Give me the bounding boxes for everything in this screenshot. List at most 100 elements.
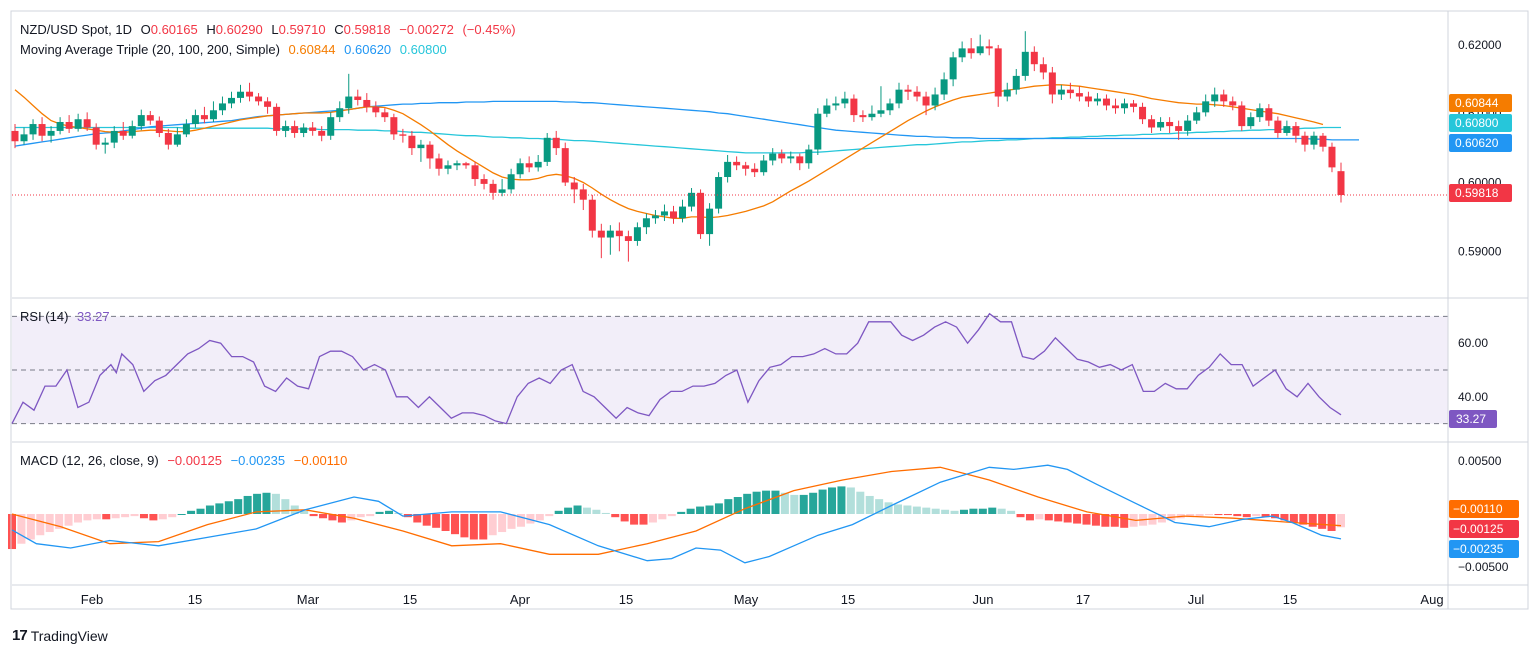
- macd-histogram-bar: [894, 504, 902, 514]
- candle-body: [56, 121, 64, 131]
- macd-histogram-bar: [1063, 514, 1072, 523]
- candle-body: [886, 103, 894, 111]
- macd-histogram-bar: [1186, 514, 1195, 518]
- macd-label: MACD (12, 26, close, 9): [20, 453, 159, 468]
- macd-histogram-bar: [780, 492, 789, 514]
- candle: [606, 225, 614, 255]
- candle-body: [480, 179, 488, 184]
- candle: [706, 203, 714, 246]
- candle: [751, 163, 759, 178]
- candle: [462, 161, 470, 169]
- candle: [1184, 115, 1192, 136]
- candle-body: [1256, 108, 1264, 118]
- candle: [1283, 120, 1291, 136]
- macd-histogram-bar: [196, 508, 205, 514]
- candle-body: [1319, 135, 1327, 147]
- macd-histogram-bar: [564, 507, 573, 514]
- candle: [426, 141, 434, 169]
- candle-body: [453, 163, 461, 166]
- macd-histogram-bar: [1289, 514, 1298, 523]
- candle-body: [1139, 106, 1147, 120]
- candle-body: [832, 103, 840, 106]
- macd-histogram-bar: [752, 491, 761, 514]
- candle-body: [706, 208, 714, 235]
- macd-histogram-bar: [111, 514, 120, 519]
- candle-body: [940, 79, 948, 95]
- candle-body: [651, 215, 659, 219]
- macd-histogram-bar: [168, 514, 177, 518]
- macd-histogram-bar: [422, 514, 431, 526]
- candle: [724, 155, 732, 183]
- macd-histogram-bar: [997, 508, 1006, 514]
- candle: [516, 158, 524, 179]
- candle-body: [1130, 103, 1138, 107]
- macd-histogram-bar: [743, 493, 752, 514]
- candle-body: [65, 121, 73, 129]
- candle-body: [1093, 98, 1101, 102]
- candle-body: [796, 156, 804, 164]
- candle-body: [173, 134, 181, 145]
- price-badge-text: 0.60620: [1455, 136, 1499, 150]
- candle-body: [11, 130, 19, 142]
- macd-histogram-bar: [1252, 514, 1261, 517]
- candle-body: [318, 130, 326, 136]
- candle-body: [679, 206, 687, 219]
- macd-histogram-bar: [507, 514, 516, 529]
- candle: [227, 91, 235, 109]
- candle: [1148, 115, 1156, 133]
- candle: [1256, 103, 1264, 122]
- candle-body: [976, 46, 984, 54]
- candle: [660, 204, 668, 222]
- candle-body: [273, 106, 281, 131]
- candle: [796, 153, 804, 171]
- candle: [309, 121, 317, 136]
- macd-histogram-bar: [281, 499, 290, 514]
- chart-frame: [10, 10, 1529, 610]
- macd-histogram-bar: [799, 494, 808, 514]
- macd-histogram-bar: [611, 514, 620, 518]
- time-tick-label: Aug: [1420, 592, 1443, 607]
- macd-signal-value: −0.00110: [293, 453, 348, 468]
- candle-body: [1238, 105, 1246, 127]
- candle-body: [119, 130, 127, 136]
- candle-body: [1003, 89, 1011, 97]
- candle-body: [227, 97, 235, 104]
- candle: [1030, 46, 1038, 72]
- candle-body: [516, 163, 524, 175]
- candle-body: [282, 126, 290, 131]
- candle: [1012, 69, 1020, 95]
- macd-histogram-bar: [1205, 514, 1214, 516]
- candle-body: [498, 189, 506, 193]
- macd-histogram-bar: [55, 514, 64, 529]
- macd-histogram-bar: [545, 514, 554, 517]
- candle: [110, 126, 118, 149]
- macd-histogram-bar: [922, 507, 931, 514]
- axes: 0.620000.610000.600000.590000.608440.608…: [10, 10, 1529, 610]
- candle-body: [200, 115, 208, 120]
- candle: [47, 126, 55, 143]
- macd-histogram-bar: [818, 489, 827, 514]
- candle-body: [471, 165, 479, 180]
- candle-body: [615, 230, 623, 237]
- candle-body: [237, 91, 245, 98]
- candle: [164, 128, 172, 150]
- candle: [489, 179, 497, 200]
- candle: [886, 98, 894, 116]
- candle: [1111, 98, 1119, 114]
- candle: [101, 137, 109, 154]
- candle-body: [904, 89, 912, 92]
- candle: [65, 115, 73, 133]
- candle-body: [697, 192, 705, 235]
- candle: [1021, 31, 1029, 81]
- macd-histogram-bar: [64, 514, 73, 526]
- candle-body: [1057, 89, 1065, 95]
- macd-histogram-bar: [1195, 514, 1204, 517]
- price-badge-bg: [1449, 134, 1512, 152]
- tradingview-logo[interactable]: 17 TradingView: [12, 627, 108, 644]
- ma200-value: 0.60800: [399, 42, 447, 57]
- price-pane: [11, 31, 1448, 262]
- time-tick-label: 15: [1283, 592, 1297, 607]
- candle-body: [264, 101, 272, 107]
- candle: [1274, 116, 1282, 138]
- candle-body: [1021, 51, 1029, 76]
